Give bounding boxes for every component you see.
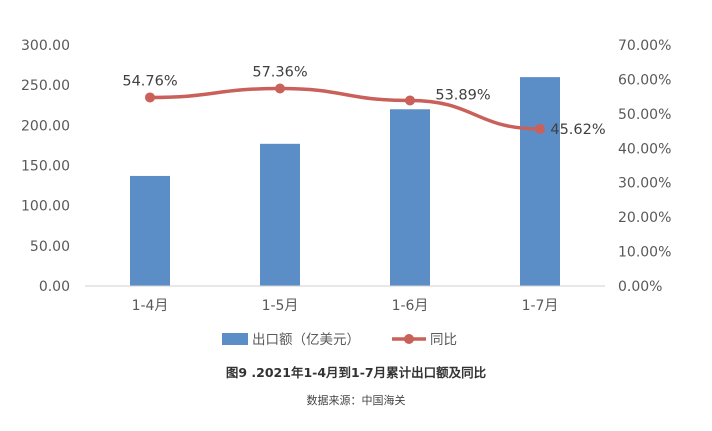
- yoy-point: [275, 83, 285, 94]
- yoy-line: [148, 86, 542, 131]
- bar: [520, 77, 560, 286]
- bar: [260, 143, 300, 286]
- y-right-tick-label: 30.00%: [618, 176, 671, 192]
- y-right-tick-label: 10.00%: [618, 245, 671, 261]
- y-right-tick-label: 50.00%: [618, 107, 671, 123]
- y-left-tick-label: 100.00: [21, 199, 70, 215]
- yoy-data-label: 54.76%: [122, 73, 177, 89]
- yoy-point: [145, 92, 155, 103]
- y-right-tick-label: 0.00%: [618, 279, 662, 295]
- y-left-tick-label: 300.00: [21, 38, 70, 54]
- y-right-tick-label: 40.00%: [618, 141, 671, 157]
- yoy-data-label: 53.89%: [435, 87, 490, 103]
- y-left-tick-label: 150.00: [21, 159, 70, 175]
- x-tick-label: 1-6月: [392, 298, 429, 314]
- yoy-data-label: 57.36%: [252, 65, 307, 81]
- y-left-tick-label: 200.00: [21, 118, 70, 134]
- yoy-point: [405, 95, 415, 106]
- y-left-tick-label: 250.00: [21, 78, 70, 94]
- y-right-tick-label: 20.00%: [618, 210, 671, 226]
- yoy-point: [535, 123, 545, 134]
- source-note: 数据来源：中国海关: [306, 394, 406, 407]
- yoy-data-label: 45.62%: [550, 122, 605, 138]
- y-right-tick-label: 70.00%: [618, 38, 671, 54]
- y-left-tick-label: 0.00: [39, 279, 70, 295]
- x-tick-label: 1-5月: [262, 298, 299, 314]
- figure-caption: 图9 .2021年1-4月到1-7月累计出口额及同比: [225, 365, 487, 380]
- y-right-tick-label: 60.00%: [618, 72, 671, 88]
- legend-line-label: 同比: [430, 332, 457, 348]
- legend-line-marker: [404, 334, 414, 344]
- x-tick-label: 1-7月: [522, 298, 559, 314]
- legend-bar-swatch: [222, 333, 248, 345]
- legend-bar-label: 出口额（亿美元）: [252, 332, 360, 348]
- bar: [390, 109, 430, 287]
- y-left-tick-label: 50.00: [30, 239, 70, 255]
- chart-svg: 0.00 50.00 100.00 150.00 200.00 250.00 300.00 0…: [21, 38, 671, 348]
- x-tick-label: 1-4月: [132, 298, 169, 314]
- bar: [130, 175, 170, 286]
